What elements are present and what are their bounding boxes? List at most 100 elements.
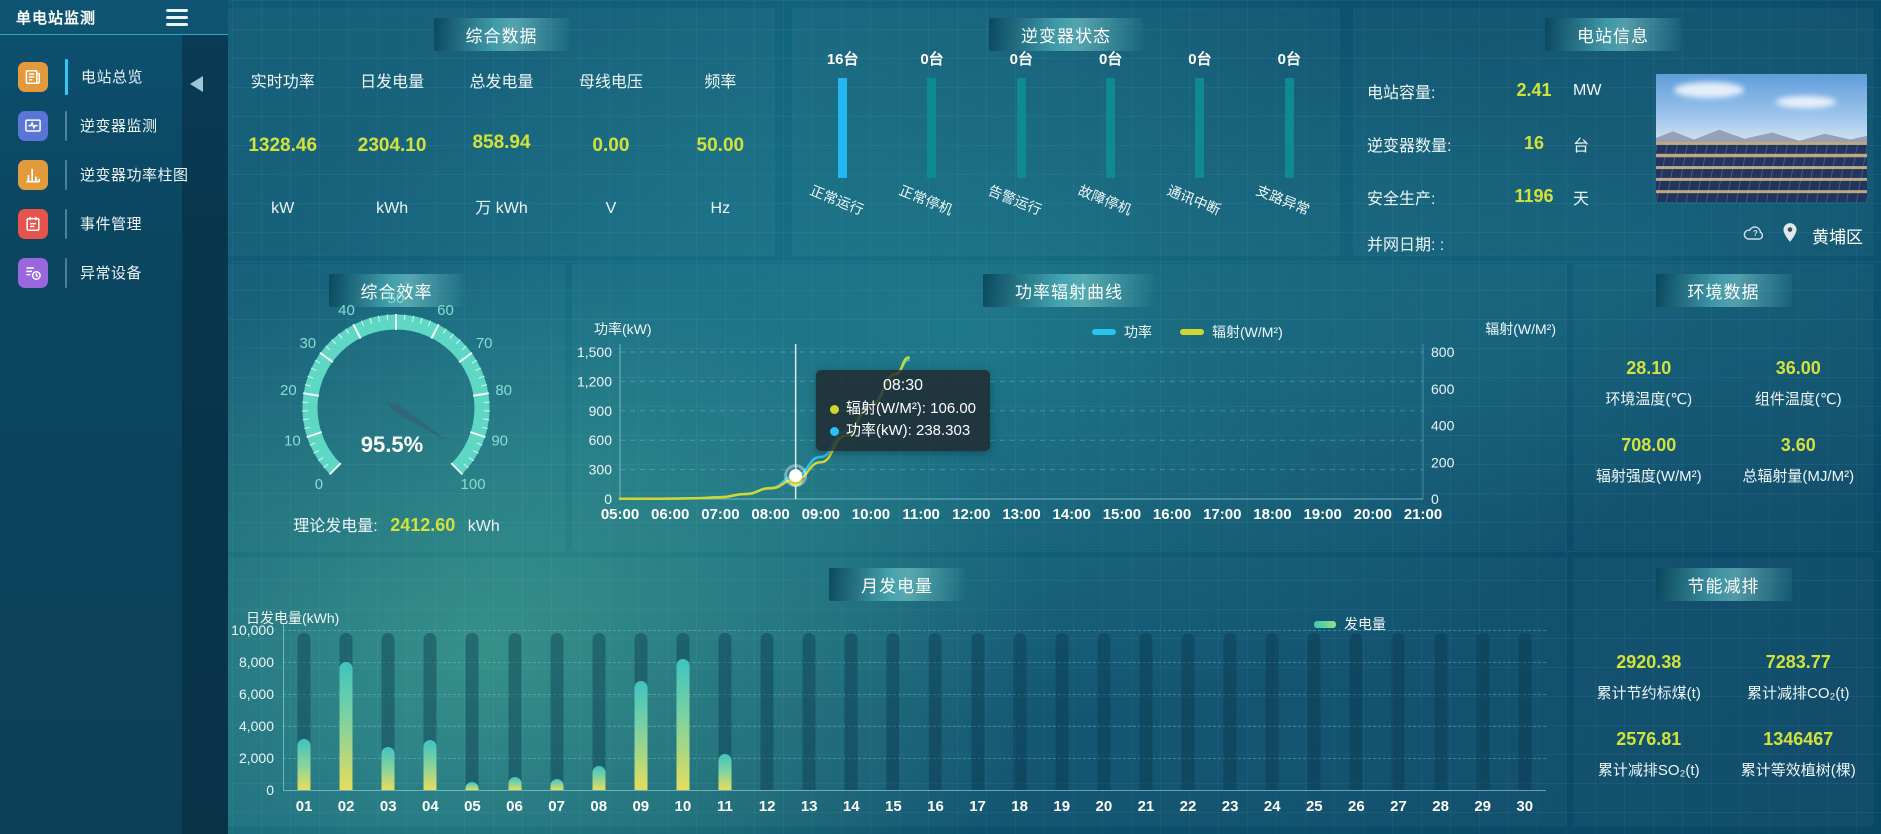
bar-day-08: [592, 766, 606, 790]
menu-toggle-icon[interactable]: [166, 8, 188, 26]
power-point: [789, 469, 803, 483]
bar-day-02: [339, 662, 353, 790]
bar-background: [1391, 633, 1405, 790]
location-name: 黄埔区: [1812, 227, 1863, 247]
inverter-bar: [1016, 78, 1026, 178]
svg-text:600: 600: [589, 432, 613, 448]
bar-slot-10: [662, 630, 704, 790]
grid-line: [283, 790, 1546, 791]
svg-text:10: 10: [284, 433, 301, 450]
bar-background: [886, 633, 900, 790]
x-tick-label: 13: [800, 798, 818, 815]
x-tick-label: 15: [885, 798, 902, 815]
bar-day-10: [676, 658, 690, 790]
monthly-y-axis-title: 日发电量(kWh): [246, 610, 340, 626]
bar-background: [1307, 633, 1321, 790]
bar-background: [1223, 633, 1237, 790]
environment-cells: 28.10 环境温度(℃) 36.00 组件温度(℃) 708.00 辐射强度(W/M²)…: [1574, 348, 1873, 486]
svg-text:800: 800: [1431, 344, 1455, 360]
metric-unit: 万 kWh: [475, 200, 528, 217]
sidebar-item-inverter-monitor[interactable]: 逆变器监测: [0, 101, 182, 150]
bar-slot-20: [1083, 630, 1125, 790]
theoretical-generation-unit: kWh: [467, 518, 500, 535]
bar-slot-24: [1251, 630, 1293, 790]
bar-slot-22: [1167, 630, 1209, 790]
svg-text:20: 20: [280, 382, 297, 399]
generation-legend-label: 发电量: [1344, 616, 1386, 632]
event-management-icon: [18, 208, 48, 239]
y-tick-label: 2,000: [238, 750, 274, 766]
environment-label: 总辐射量(MJ/M²): [1742, 468, 1855, 485]
environment-cell-1: 36.00 组件温度(℃): [1724, 348, 1874, 409]
bar-slot-15: [872, 630, 914, 790]
bar-slot-06: [493, 630, 535, 790]
bar-background: [1434, 633, 1448, 790]
station-info-row-2: 安全生产: 1196 天: [1367, 170, 1667, 223]
station-info-value: 1196: [1514, 186, 1554, 206]
bar-day-04: [423, 740, 437, 790]
bar-background: [465, 633, 479, 790]
x-tick-label: 10: [674, 798, 692, 815]
x-tick-label: 26: [1348, 798, 1365, 815]
tooltip-row-0: 辐射(W/M²): 106.00: [830, 398, 976, 420]
bar-slot-07: [536, 630, 578, 790]
sidebar-item-power-bar-chart[interactable]: 逆变器功率柱图: [0, 150, 188, 199]
legend-item-0[interactable]: 功率: [1092, 322, 1152, 342]
metric-unit: Hz: [710, 200, 731, 217]
sidebar-item-abnormal-device[interactable]: 异常设备: [0, 248, 182, 297]
station-info-label: 逆变器数量:: [1367, 137, 1452, 155]
svg-text:13:00: 13:00: [1002, 506, 1040, 523]
svg-text:05:00: 05:00: [601, 506, 639, 523]
sidebar-item-label: 逆变器监测: [80, 118, 158, 135]
svg-text:60: 60: [437, 302, 454, 319]
monthly-bar-chart: 0 2,000 4,000 6,000 8,000 10,000 01 02 03 04 05 06 0…: [228, 558, 1566, 826]
bar-slot-08: [578, 630, 620, 790]
bar-slot-16: [914, 630, 956, 790]
svg-text:?: ?: [1753, 229, 1758, 238]
x-tick-label: 23: [1221, 798, 1239, 815]
bar-slot-27: [1377, 630, 1419, 790]
sidebar-item-event-management[interactable]: 事件管理: [0, 199, 182, 248]
station-info-label: 电站容量:: [1367, 84, 1436, 102]
x-tick-label: 14: [842, 798, 860, 815]
summary-metric-3: 母线电压 0.00 V: [556, 60, 665, 232]
legend-item-1[interactable]: 辐射(W/M²): [1180, 322, 1283, 342]
bar-slot-04: [409, 630, 451, 790]
energy-saving-value: 2920.38: [1616, 651, 1682, 672]
energy-saving-value: 7283.77: [1765, 651, 1831, 672]
x-tick-label: 11: [717, 798, 733, 815]
monthly-legend[interactable]: 发电量: [1314, 614, 1386, 634]
bar-background: [1181, 633, 1195, 790]
active-indicator: [65, 110, 67, 141]
svg-text:15:00: 15:00: [1103, 506, 1141, 523]
bar-background: [1055, 633, 1069, 790]
x-tick-label: 27: [1390, 798, 1407, 815]
curve-legend: 功率 辐射(W/M²): [1092, 322, 1283, 342]
bar-slot-29: [1462, 630, 1504, 790]
summary-metric-0: 实时功率 1328.46 kW: [228, 60, 337, 232]
environment-value: 36.00: [1775, 357, 1821, 378]
bar-day-07: [550, 778, 564, 790]
bar-background: [592, 633, 606, 790]
inverter-status-label: 正常停机: [897, 182, 955, 218]
svg-text:100: 100: [461, 476, 486, 493]
x-tick-label: 01: [295, 798, 313, 815]
tooltip-dot: [830, 404, 839, 414]
x-tick-label: 03: [379, 798, 397, 815]
bar-background: [1518, 633, 1532, 790]
x-tick-label: 24: [1263, 798, 1281, 815]
collapse-arrow-icon[interactable]: [190, 76, 203, 92]
cloud-unknown-icon: ?: [1742, 223, 1768, 248]
inverter-monitor-icon: [18, 110, 48, 141]
inverter-count: 0台: [1009, 51, 1033, 68]
grid-line: [283, 758, 1546, 759]
station-photo: [1656, 74, 1867, 202]
environment-label: 组件温度(℃): [1754, 391, 1842, 408]
station-location: ? 黄埔区: [1742, 222, 1863, 248]
y-tick-label: 4,000: [238, 718, 274, 734]
tooltip-text: 功率(kW): 238.303: [846, 422, 971, 439]
bar-background: [971, 633, 985, 790]
sidebar-item-overview[interactable]: 电站总览: [0, 52, 182, 101]
station-info-row-0: 电站容量: 2.41 MW: [1367, 64, 1667, 117]
bar-slot-21: [1125, 630, 1167, 790]
